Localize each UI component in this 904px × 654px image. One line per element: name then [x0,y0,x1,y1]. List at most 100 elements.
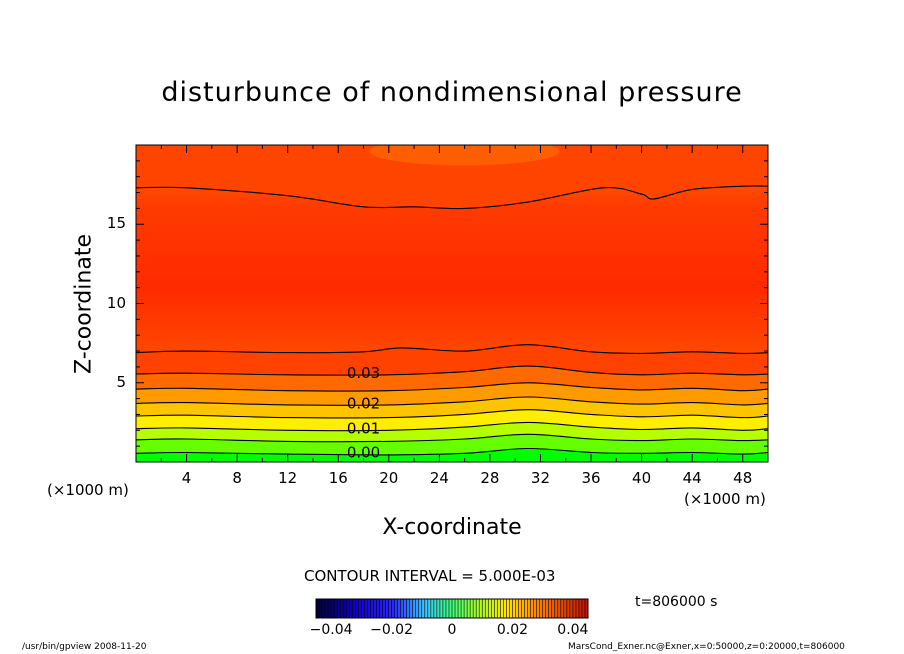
colorbar-cell [361,599,365,618]
colorbar-cell [331,599,335,618]
svg-text:0.02: 0.02 [347,394,380,412]
footer-left: /usr/bin/gpview 2008-11-20 [22,642,147,652]
colorbar-cell [560,599,565,618]
colorbar-cell [455,599,459,618]
colorbar-cell [509,599,513,618]
colorbar-cell [512,599,516,618]
contour-level-label: 0.03 [347,364,380,382]
colorbar-cell [391,599,395,618]
colorbar-cell [467,599,471,618]
colorbar-cell [575,599,580,618]
contour-level-label: 0.01 [347,420,380,438]
colorbar-cell [584,599,589,618]
contour-line [136,382,768,392]
colorbar-tick-label: −0.04 [309,622,353,638]
colorbar-cell [554,599,558,618]
colorbar-cell [581,599,586,618]
colorbar-cell [415,599,419,618]
y-axis-label: Z-coordinate [71,234,97,374]
contour-line [136,433,768,443]
x-tick-label: 28 [480,469,500,487]
y-tick-label: 15 [106,214,126,233]
colorbar-cell [346,599,350,618]
colorbar-cell [367,599,371,618]
colorbar-cell [370,599,374,618]
x-tick-label: 12 [278,469,298,487]
colorbar-frame [315,598,589,619]
colorbar-cell [343,599,347,618]
colorbar-cell [470,599,474,618]
svg-text:0.01: 0.01 [347,420,380,438]
colorbar-cell [536,599,540,618]
colorbar-cell [439,599,444,618]
colorbar-cell [524,599,528,618]
colorbar-cell [539,599,543,618]
colorbar-cell [355,599,359,618]
colorbar-cell [322,599,326,618]
colorbar-cell [376,599,380,618]
colorbar-cell [448,599,453,618]
colorbar-cell [569,599,574,618]
colorbar-cell [497,599,501,618]
colorbar-cell [464,599,468,618]
contour-level-label: 0.00 [347,443,380,461]
colorbar-tick-label: −0.02 [370,622,413,638]
colorbar-cell [488,599,492,618]
contour-band [369,145,560,166]
chart-title: disturbunce of nondimensional pressure [161,77,743,108]
y-tick-label: 5 [116,372,126,391]
colorbar-cell [533,599,537,618]
x-tick-label: 8 [232,469,242,487]
contour-line [136,185,768,210]
colorbar-cell [409,599,413,618]
colorbar-cell [572,599,577,618]
colorbar-cell [500,599,504,618]
svg-text:0.03: 0.03 [347,364,380,382]
colorbar-cell [364,599,368,618]
colorbar-tick-label: 0.02 [496,622,529,638]
colorbar-cell [319,599,323,618]
x-tick-label: 48 [733,469,753,487]
footer-right: MarsCond_Exner.nc@Exner,x=0:50000,z=0:20… [568,642,845,652]
colorbar-cell [442,599,447,618]
contour-band [136,145,768,209]
x-tick-label: 4 [181,469,192,487]
colorbar-cell [337,599,341,618]
colorbar-cell [563,599,568,618]
colorbar-cell [385,599,389,618]
colorbar-cell [527,599,531,618]
colorbar-cell [473,599,477,618]
colorbar-cell [515,599,519,618]
contour-line [136,421,768,432]
colorbar-cell [382,599,386,618]
colorbar-cell [494,599,498,618]
x-tick-label: 36 [581,469,601,487]
colorbar-cell [518,599,522,618]
colorbar-cell [548,599,552,618]
colorbar-cell [373,599,377,618]
colorbar-cell [388,599,392,618]
colorbar-cell [566,599,571,618]
colorbar-cell [479,599,483,618]
y-tick-label: 10 [106,293,126,312]
colorbar-cell [433,599,438,618]
colorbar-tick-label: 0 [447,622,457,638]
x-tick-label: 44 [682,469,702,487]
contour-interval-text: CONTOUR INTERVAL = 5.000E-03 [304,567,556,585]
contour-line [136,447,768,456]
colorbar-cell [325,599,329,618]
colorbar-cell [424,599,429,618]
colorbar-cell [358,599,362,618]
colorbar-cell [394,599,398,618]
time-label: t=806000 s [635,594,718,610]
colorbar-cell [334,599,338,618]
colorbar-cell [445,599,450,618]
colorbar-cell [458,599,462,618]
colorbar-cell [379,599,383,618]
colorbar-cell [418,599,422,618]
colorbar-cell [316,599,320,618]
x-tick-label: 24 [429,469,449,487]
contour-line [136,365,768,376]
colorbar-cell [352,599,356,618]
